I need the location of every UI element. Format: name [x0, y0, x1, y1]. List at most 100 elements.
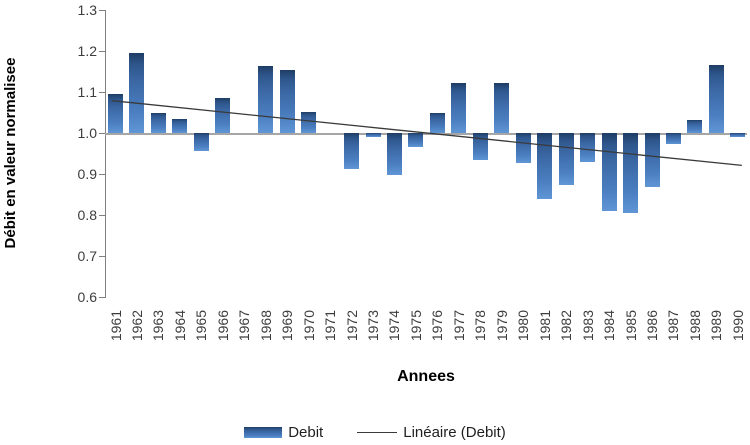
x-label-text: 1973 [365, 310, 382, 342]
x-label-1974: 1974 [386, 310, 402, 360]
trendline-swatch-icon [357, 432, 398, 433]
bar-1970 [301, 112, 317, 133]
x-label-text: 1981 [536, 310, 553, 342]
bar-1962 [129, 52, 145, 133]
x-label-1989: 1989 [708, 310, 724, 360]
y-axis-tick [99, 215, 105, 216]
x-axis-title: Annees [397, 368, 455, 385]
x-label-text: 1975 [407, 310, 424, 342]
x-label-text: 1982 [558, 310, 575, 342]
bar-1985 [623, 133, 639, 213]
x-label-text: 1967 [236, 310, 253, 342]
legend: Debit Linéaire (Debit) [0, 420, 750, 445]
x-label-1977: 1977 [451, 310, 467, 360]
bar-1968 [258, 66, 274, 133]
bar-1966 [215, 98, 231, 133]
x-label-text: 1971 [322, 310, 339, 342]
y-tick-label: 1.3 [77, 2, 97, 18]
y-axis-title: Débit en valeur normalisee [2, 0, 24, 307]
legend-label-debit: Debit [288, 424, 324, 441]
x-label-1963: 1963 [150, 310, 166, 360]
y-tick-label: 0.7 [77, 248, 97, 264]
bar-1976 [429, 112, 445, 133]
x-label-text: 1979 [493, 310, 510, 342]
y-axis-tick [99, 256, 105, 257]
bar-1979 [494, 82, 510, 133]
y-axis-tick [99, 297, 105, 298]
x-label-1961: 1961 [108, 310, 124, 360]
bar-1961 [108, 94, 123, 133]
bar-1990 [730, 133, 746, 137]
x-label-text: 1968 [257, 310, 274, 342]
x-label-text: 1988 [686, 310, 703, 342]
x-label-1973: 1973 [365, 310, 381, 360]
x-label-1990: 1990 [730, 310, 746, 360]
bar-1984 [601, 133, 617, 212]
bar-1963 [150, 113, 166, 133]
bar-1975 [408, 133, 424, 147]
x-label-text: 1962 [128, 310, 145, 342]
x-label-1981: 1981 [537, 310, 553, 360]
x-label-text: 1980 [515, 310, 532, 342]
y-axis-title-text: Débit en valeur normalisee [2, 57, 19, 249]
x-label-text: 1970 [300, 310, 317, 342]
x-label-1969: 1969 [279, 310, 295, 360]
x-label-1964: 1964 [172, 310, 188, 360]
x-label-text: 1965 [193, 310, 210, 342]
y-axis-tick [99, 51, 105, 52]
x-label-text: 1969 [279, 310, 296, 342]
x-label-text: 1986 [644, 310, 660, 342]
x-label-1986: 1986 [644, 310, 660, 360]
y-axis-tick [99, 92, 105, 93]
bar-1978 [472, 133, 488, 160]
x-label-text: 1977 [450, 310, 467, 342]
x-label-text: 1964 [171, 310, 188, 342]
bar-1969 [279, 69, 295, 133]
y-axis-tick [99, 174, 105, 175]
bar-1988 [687, 120, 703, 133]
x-label-text: 1990 [729, 310, 746, 342]
x-label-1979: 1979 [494, 310, 510, 360]
x-label-text: 1976 [429, 310, 446, 342]
x-label-1970: 1970 [301, 310, 317, 360]
bar-series-swatch-icon [244, 427, 283, 438]
x-label-text: 1966 [214, 310, 231, 342]
x-label-text: 1989 [708, 310, 725, 342]
x-label-1983: 1983 [580, 310, 596, 360]
bar-1964 [172, 119, 188, 133]
x-label-text: 1963 [150, 310, 167, 342]
x-label-1988: 1988 [687, 310, 703, 360]
x-label-1984: 1984 [601, 310, 617, 360]
y-tick-label: 0.8 [77, 207, 97, 223]
x-label-text: 1972 [343, 310, 360, 342]
x-label-text: 1984 [601, 310, 618, 342]
x-label-1980: 1980 [515, 310, 531, 360]
y-axis-tick [99, 133, 105, 134]
x-label-1967: 1967 [236, 310, 252, 360]
x-label-text: 1978 [472, 310, 489, 342]
x-label-1978: 1978 [472, 310, 488, 360]
x-label-text: 1987 [665, 310, 682, 342]
bar-1987 [665, 133, 681, 145]
x-label-text: 1961 [107, 310, 124, 342]
x-label-1975: 1975 [408, 310, 424, 360]
bar-1965 [193, 133, 209, 152]
bar-1977 [451, 82, 467, 133]
x-label-text: 1974 [386, 310, 403, 342]
x-label-1976: 1976 [429, 310, 445, 360]
x-label-text: 1983 [579, 310, 596, 342]
x-label-1962: 1962 [129, 310, 145, 360]
y-axis-line [105, 10, 106, 298]
y-tick-label: 1.1 [77, 84, 97, 100]
legend-item-debit: Debit [244, 424, 323, 441]
bar-1974 [386, 133, 402, 175]
x-label-1987: 1987 [665, 310, 681, 360]
y-tick-label: 1.2 [77, 43, 97, 59]
bar-1972 [344, 133, 360, 169]
bar-1982 [558, 133, 574, 186]
x-label-1982: 1982 [558, 310, 574, 360]
x-label-1966: 1966 [215, 310, 231, 360]
x-label-1985: 1985 [623, 310, 639, 360]
legend-item-lineaire: Linéaire (Debit) [357, 424, 506, 441]
bar-1989 [708, 64, 724, 133]
